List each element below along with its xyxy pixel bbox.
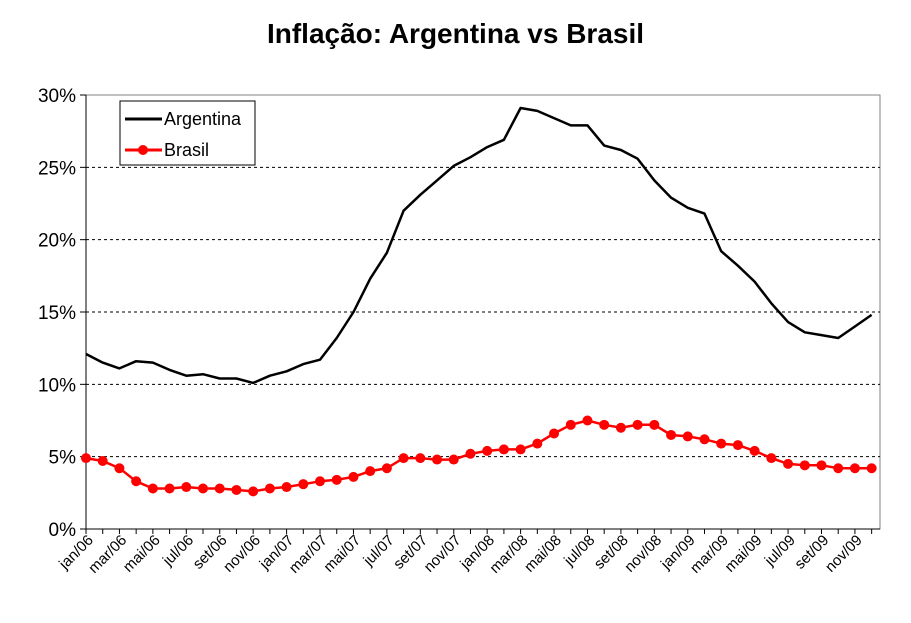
legend-argentina-label: Argentina xyxy=(164,109,242,129)
data-point-brasil xyxy=(866,463,877,474)
x-tick-label: mar/07 xyxy=(286,532,331,577)
series-line-argentina xyxy=(85,106,873,385)
data-point-brasil xyxy=(498,444,509,455)
data-point-brasil xyxy=(833,463,844,474)
data-point-brasil xyxy=(783,458,794,469)
data-point-brasil xyxy=(214,483,225,494)
data-point-brasil xyxy=(348,471,359,482)
data-point-brasil xyxy=(281,482,292,493)
chart-title: Inflação: Argentina vs Brasil xyxy=(266,18,645,49)
data-point-brasil xyxy=(599,419,610,430)
data-point-brasil xyxy=(81,453,91,464)
x-tick-label: jul/07 xyxy=(360,532,398,570)
data-point-brasil xyxy=(398,453,409,464)
data-point-brasil xyxy=(515,444,526,455)
x-tick-label: jul/06 xyxy=(159,532,197,570)
y-tick-label: 15% xyxy=(38,303,76,324)
data-point-brasil xyxy=(799,460,810,471)
data-point-brasil xyxy=(849,463,860,474)
data-point-brasil xyxy=(649,419,660,430)
y-tick-label: 25% xyxy=(38,158,76,179)
data-point-brasil xyxy=(432,454,443,465)
x-tick-label: jul/08 xyxy=(560,532,598,570)
data-point-brasil xyxy=(248,486,259,497)
data-point-brasil xyxy=(716,438,727,449)
data-point-brasil xyxy=(448,454,459,465)
data-point-brasil xyxy=(114,463,125,474)
data-point-brasil xyxy=(666,429,677,440)
x-tick-label: mai/08 xyxy=(521,532,565,576)
x-tick-label: nov/07 xyxy=(421,532,465,576)
data-point-brasil xyxy=(147,483,158,494)
data-point-brasil xyxy=(682,431,693,442)
legend: Argentina Brasil xyxy=(119,100,256,166)
data-point-brasil xyxy=(766,453,777,464)
data-point-brasil xyxy=(198,483,209,494)
y-tick-label: 0% xyxy=(49,520,77,541)
data-point-brasil xyxy=(315,476,326,487)
data-point-brasil xyxy=(131,476,142,487)
x-tick-label: nov/06 xyxy=(220,532,264,576)
data-point-brasil xyxy=(365,466,376,477)
data-point-brasil xyxy=(816,460,827,471)
y-tick-label: 5% xyxy=(49,448,77,469)
data-point-brasil xyxy=(97,456,108,467)
data-point-brasil xyxy=(181,482,192,493)
data-point-brasil xyxy=(565,419,576,430)
x-tick-label: nov/08 xyxy=(621,532,665,576)
data-point-brasil xyxy=(582,415,593,426)
data-point-brasil xyxy=(465,448,476,459)
legend-brasil-label: Brasil xyxy=(164,140,209,160)
x-tick-label: mar/08 xyxy=(486,532,531,577)
data-point-brasil xyxy=(331,474,342,485)
x-tick-label: mar/06 xyxy=(85,532,130,577)
x-tick-label: mai/09 xyxy=(722,532,766,576)
data-point-brasil xyxy=(549,428,560,439)
data-point-brasil xyxy=(164,483,175,494)
data-point-brasil xyxy=(381,463,392,474)
data-point-brasil xyxy=(298,479,309,490)
x-tick-label: mar/09 xyxy=(687,532,732,577)
data-point-brasil xyxy=(532,438,543,449)
data-point-brasil xyxy=(264,483,275,494)
data-point-brasil xyxy=(699,434,710,445)
y-tick-label: 30% xyxy=(38,86,76,107)
x-tick-label: nov/09 xyxy=(822,532,866,576)
data-point-brasil xyxy=(632,419,643,430)
data-point-brasil xyxy=(231,484,242,495)
data-point-brasil xyxy=(415,453,426,464)
legend-brasil-marker xyxy=(138,145,148,155)
data-point-brasil xyxy=(749,445,760,456)
x-tick-label: mai/06 xyxy=(120,532,164,576)
data-point-brasil xyxy=(732,440,743,451)
data-point-brasil xyxy=(615,422,626,433)
x-tick-label: mai/07 xyxy=(320,532,364,576)
data-point-brasil xyxy=(482,445,493,456)
x-tick-label: jul/09 xyxy=(761,532,799,570)
y-tick-label: 20% xyxy=(38,231,76,252)
y-tick-label: 10% xyxy=(38,375,76,396)
